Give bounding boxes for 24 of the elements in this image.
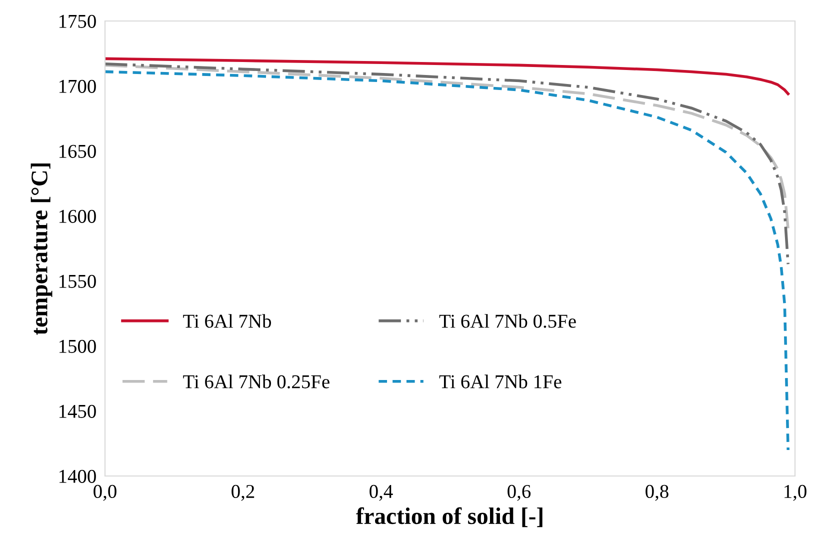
legend-label: Ti 6Al 7Nb 1Fe bbox=[439, 374, 562, 388]
x-tick-label: 0,2 bbox=[232, 484, 254, 501]
x-axis-title: fraction of solid [-] bbox=[356, 507, 542, 528]
line-series bbox=[105, 62, 790, 266]
y-tick-label: 1500 bbox=[59, 340, 96, 353]
y-tick-label: 1550 bbox=[59, 274, 96, 288]
y-tick-label: 1650 bbox=[59, 144, 96, 158]
line-series bbox=[105, 64, 790, 230]
x-tick-label: 0,6 bbox=[508, 484, 531, 501]
line-series bbox=[105, 70, 790, 452]
y-tick-label: 1700 bbox=[59, 80, 96, 93]
y-tick-label: 1450 bbox=[59, 404, 96, 418]
y-axis-title: temperature [°C] bbox=[30, 163, 52, 335]
x-tick-label: 0,4 bbox=[370, 484, 393, 501]
y-tick-label: 1400 bbox=[59, 470, 96, 483]
line-series bbox=[105, 57, 790, 96]
y-tick-label: 1750 bbox=[59, 14, 96, 28]
x-tick-label: 0,8 bbox=[646, 484, 668, 501]
legend-label: Ti 6Al 7Nb 0.25Fe bbox=[183, 374, 330, 388]
legend-label: Ti 6Al 7Nb 0.5Fe bbox=[439, 314, 576, 328]
x-tick-label: 1,0 bbox=[784, 484, 806, 501]
y-tick-label: 1600 bbox=[59, 210, 96, 223]
legend-label: Ti 6Al 7Nb bbox=[183, 314, 272, 328]
x-tick-label: 0,0 bbox=[94, 484, 116, 501]
